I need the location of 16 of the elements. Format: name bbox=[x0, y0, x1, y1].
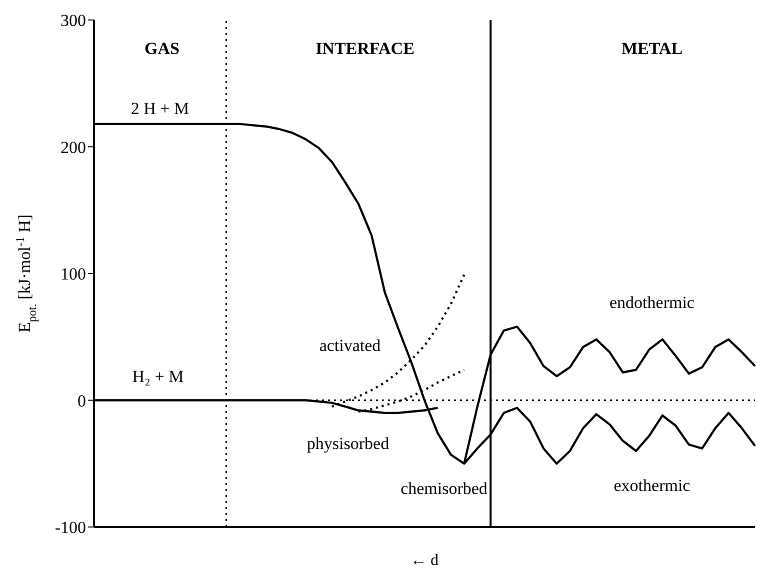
annotation: GAS bbox=[144, 38, 180, 58]
annotation: chemisorbed bbox=[400, 478, 488, 498]
annotation: 2 H + M bbox=[130, 98, 190, 118]
annotation: physisorbed bbox=[306, 434, 390, 453]
annotation: METAL bbox=[621, 38, 683, 58]
annotation: activated bbox=[319, 336, 382, 355]
y-tick-label: -100 bbox=[54, 518, 86, 538]
x-axis-title: ← d bbox=[410, 552, 438, 569]
annotation: exothermic bbox=[614, 476, 691, 495]
y-tick-label: 100 bbox=[60, 264, 86, 284]
y-tick-label: 200 bbox=[60, 138, 86, 157]
y-tick-label: 0 bbox=[78, 391, 86, 410]
y-tick-label: 300 bbox=[60, 11, 86, 30]
annotation: INTERFACE bbox=[316, 38, 414, 58]
annotation: H₂ + M bbox=[132, 366, 184, 386]
annotation: endothermic bbox=[610, 292, 695, 312]
